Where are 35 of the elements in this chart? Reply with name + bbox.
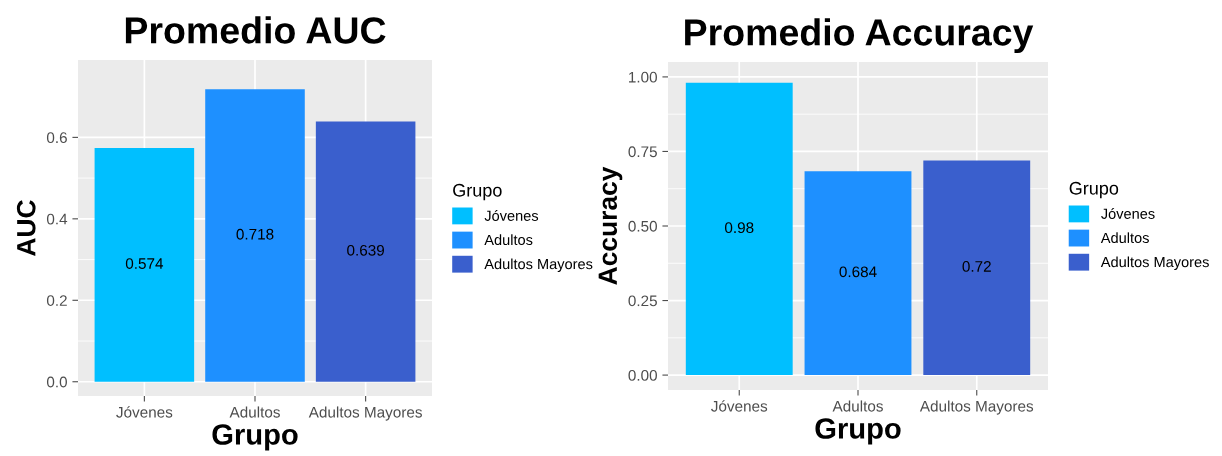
y-tick-label: 0.4: [46, 213, 68, 225]
y-tick-label: 0.50: [628, 220, 657, 232]
data-label: 0.684: [839, 266, 877, 278]
y-tick-label: 0.6: [46, 132, 67, 144]
data-label: 0.98: [724, 222, 754, 234]
x-tick-label: Jóvenes: [116, 406, 173, 418]
legend-label: Adultos: [1100, 232, 1149, 244]
y-tick-label: 0.25: [628, 295, 657, 307]
data-label: 0.639: [347, 244, 385, 256]
x-tick-label: Jóvenes: [711, 400, 768, 412]
legend-label: Adultos Mayores: [1100, 256, 1209, 271]
legend-label: Adultos Mayores: [484, 258, 593, 273]
legend-label: Jóvenes: [1101, 208, 1155, 219]
x-tick-label: Adultos Mayores: [919, 400, 1034, 415]
chart-title: Promedio Accuracy: [685, 18, 1034, 54]
y-tick-label: 0.00: [628, 369, 657, 381]
data-label: 0.574: [125, 258, 164, 269]
chart-title: Promedio AUC: [125, 16, 386, 44]
legend-label: Adultos: [484, 234, 533, 246]
y-axis-title: AUC: [16, 200, 36, 256]
data-label: 0.718: [236, 228, 274, 240]
y-axis-title: Accuracy: [598, 166, 623, 285]
y-tick-label: 0.75: [628, 146, 657, 158]
data-label: 0.72: [962, 261, 991, 272]
x-tick-label: Adultos Mayores: [308, 406, 422, 421]
x-tick-label: Adultos: [229, 406, 280, 418]
legend-title: Grupo: [453, 183, 502, 201]
legend-title: Grupo: [1069, 181, 1119, 199]
legend-label: Jóvenes: [484, 210, 539, 221]
y-tick-label: 0.2: [46, 295, 67, 306]
x-axis-title: Grupo: [212, 424, 298, 451]
y-tick-label: 1.00: [629, 71, 657, 83]
x-tick-label: Adultos: [832, 400, 883, 412]
x-axis-title: Grupo: [815, 418, 901, 445]
y-tick-label: 0.0: [46, 376, 67, 388]
